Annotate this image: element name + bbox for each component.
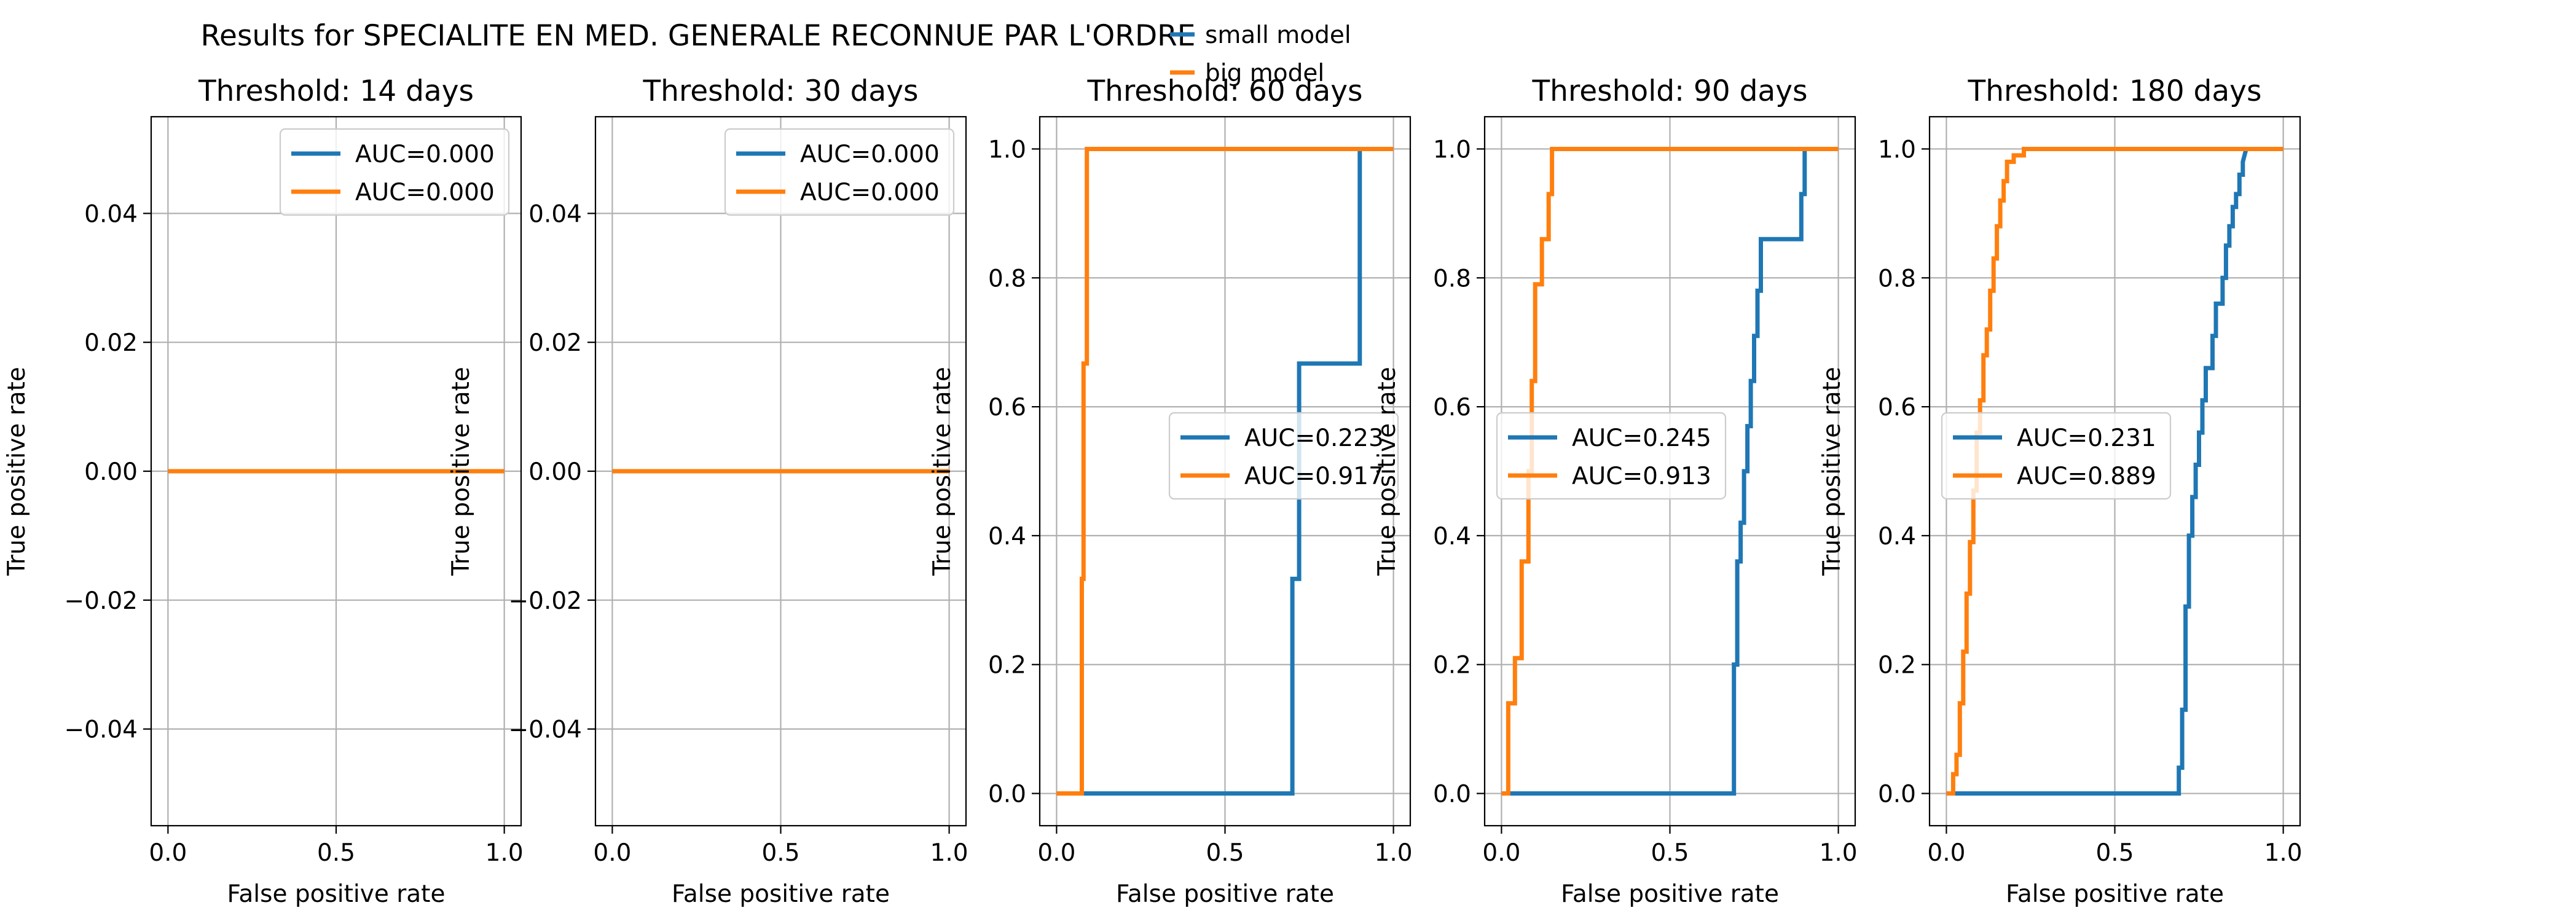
y-tick-label-4: 0.04 (84, 200, 138, 228)
y-tick-label-2: 0.00 (528, 458, 582, 486)
series-line-small-model (1946, 147, 2283, 796)
y-tick-label-3: 0.02 (528, 329, 582, 357)
panel-title: Threshold: 14 days (198, 74, 474, 108)
x-axis-label: False positive rate (672, 880, 890, 908)
figure-legend-label-small-model: small model (1205, 22, 1351, 49)
x-tick-label-0: 0.0 (149, 839, 187, 867)
x-tick-label-2: 1.0 (930, 839, 968, 867)
y-tick-label-5: 1.0 (988, 136, 1026, 163)
roc-panel-2: 0.0 0.5 1.0 −0.04 −0.02 0.00 0.02 0.04 Threshold… (447, 74, 968, 908)
x-axis-label: False positive rate (2006, 880, 2224, 908)
x-tick-label-2: 1.0 (2264, 839, 2303, 867)
y-tick-label-0: 0.0 (988, 781, 1026, 808)
y-tick-label-2: 0.4 (1878, 523, 1916, 550)
x-tick-label-0: 0.0 (593, 839, 631, 867)
panel-legend: AUC=0.000 AUC=0.000 (724, 128, 955, 216)
panel-legend-label-0: AUC=0.223 (1244, 425, 1384, 452)
y-tick-label-3: 0.6 (1878, 394, 1916, 421)
x-tick-label-0: 0.0 (1927, 839, 1965, 867)
x-tick-label-2: 1.0 (485, 839, 524, 867)
panel-legend: AUC=0.231 AUC=0.889 (1941, 412, 2172, 500)
y-tick-label-0: 0.0 (1433, 781, 1471, 808)
y-tick-label-0: −0.04 (508, 716, 582, 744)
panel-legend-label-1: AUC=0.913 (1572, 463, 1711, 490)
series-line-big-model (1056, 147, 1394, 796)
x-tick-label-1: 0.5 (1651, 839, 1689, 867)
y-tick-label-0: −0.04 (64, 716, 138, 744)
y-tick-label-0: 0.0 (1878, 781, 1916, 808)
x-axis-label: False positive rate (1116, 880, 1334, 908)
panel-legend: AUC=0.245 AUC=0.913 (1496, 412, 1727, 500)
figure-legend: small model big model (1170, 22, 1351, 87)
y-tick-label-3: 0.6 (988, 394, 1026, 421)
y-tick-label-4: 0.8 (1433, 265, 1471, 292)
y-tick-label-1: 0.2 (988, 652, 1026, 679)
x-tick-label-0: 0.0 (1037, 839, 1075, 867)
panel-legend-label-1: AUC=0.000 (355, 179, 495, 206)
x-axis-label: False positive rate (227, 880, 446, 908)
y-tick-label-1: −0.02 (64, 587, 138, 615)
y-tick-label-1: 0.2 (1433, 652, 1471, 679)
y-tick-label-1: −0.02 (508, 587, 582, 615)
x-tick-label-1: 0.5 (317, 839, 355, 867)
x-tick-label-1: 0.5 (761, 839, 799, 867)
panel-legend-label-1: AUC=0.000 (800, 179, 940, 206)
panel-legend: AUC=0.223 AUC=0.917 (1168, 412, 1399, 500)
panel-title: Threshold: 90 days (1531, 74, 1807, 108)
y-axis-label: True positive rate (929, 367, 956, 576)
y-tick-label-1: 0.2 (1878, 652, 1916, 679)
series-line-small-model (1501, 147, 1839, 796)
y-tick-label-5: 1.0 (1878, 136, 1916, 163)
figure-suptitle: Results for SPECIALITE EN MED. GENERALE … (200, 19, 1195, 53)
x-tick-label-2: 1.0 (1375, 839, 1413, 867)
panel-legend-label-1: AUC=0.917 (1244, 463, 1384, 490)
x-tick-label-1: 0.5 (2095, 839, 2134, 867)
panel-legend-label-0: AUC=0.000 (800, 141, 940, 168)
y-axis-label: True positive rate (1373, 367, 1401, 576)
y-tick-label-4: 0.8 (1878, 265, 1916, 292)
y-tick-label-2: 0.4 (1433, 523, 1471, 550)
roc-panel-5: 0.0 0.5 1.0 0.0 0.2 0.4 0.6 0.8 1.0 Threshold: 18… (1818, 74, 2303, 908)
y-axis-label: True positive rate (447, 367, 475, 576)
roc-panel-3: 0.0 0.5 1.0 0.0 0.2 0.4 0.6 0.8 1.0 Threshold: 60… (929, 74, 1413, 908)
x-tick-label-1: 0.5 (1206, 839, 1244, 867)
roc-panel-4: 0.0 0.5 1.0 0.0 0.2 0.4 0.6 0.8 1.0 Threshold: 90… (1373, 74, 1858, 908)
panel-legend-label-0: AUC=0.231 (2017, 425, 2156, 452)
series-line-big-model (1946, 147, 2283, 796)
figure-legend-label-big-model: big model (1205, 60, 1324, 87)
y-tick-label-3: 0.6 (1433, 394, 1471, 421)
panel-title: Threshold: 30 days (642, 74, 918, 108)
x-tick-label-2: 1.0 (1820, 839, 1858, 867)
y-tick-label-2: 0.00 (84, 458, 138, 486)
panel-legend: AUC=0.000 AUC=0.000 (279, 128, 510, 216)
x-tick-label-0: 0.0 (1482, 839, 1520, 867)
y-axis-label: True positive rate (1818, 367, 1846, 576)
roc-panels: 0.0 0.5 1.0 −0.04 −0.02 0.00 0.02 0.04 Threshold… (3, 74, 2303, 908)
x-axis-label: False positive rate (1561, 880, 1779, 908)
y-tick-label-4: 0.04 (528, 200, 582, 228)
y-tick-label-5: 1.0 (1433, 136, 1471, 163)
panel-legend-label-0: AUC=0.000 (355, 141, 495, 168)
panel-legend-label-1: AUC=0.889 (2017, 463, 2156, 490)
panel-title: Threshold: 60 days (1086, 74, 1362, 108)
panel-legend-label-0: AUC=0.245 (1572, 425, 1711, 452)
y-tick-label-3: 0.02 (84, 329, 138, 357)
roc-panel-1: 0.0 0.5 1.0 −0.04 −0.02 0.00 0.02 0.04 Threshold… (3, 74, 524, 908)
y-tick-label-2: 0.4 (988, 523, 1026, 550)
y-axis-label: True positive rate (3, 367, 31, 576)
panel-title: Threshold: 180 days (1968, 74, 2262, 108)
y-tick-label-4: 0.8 (988, 265, 1026, 292)
